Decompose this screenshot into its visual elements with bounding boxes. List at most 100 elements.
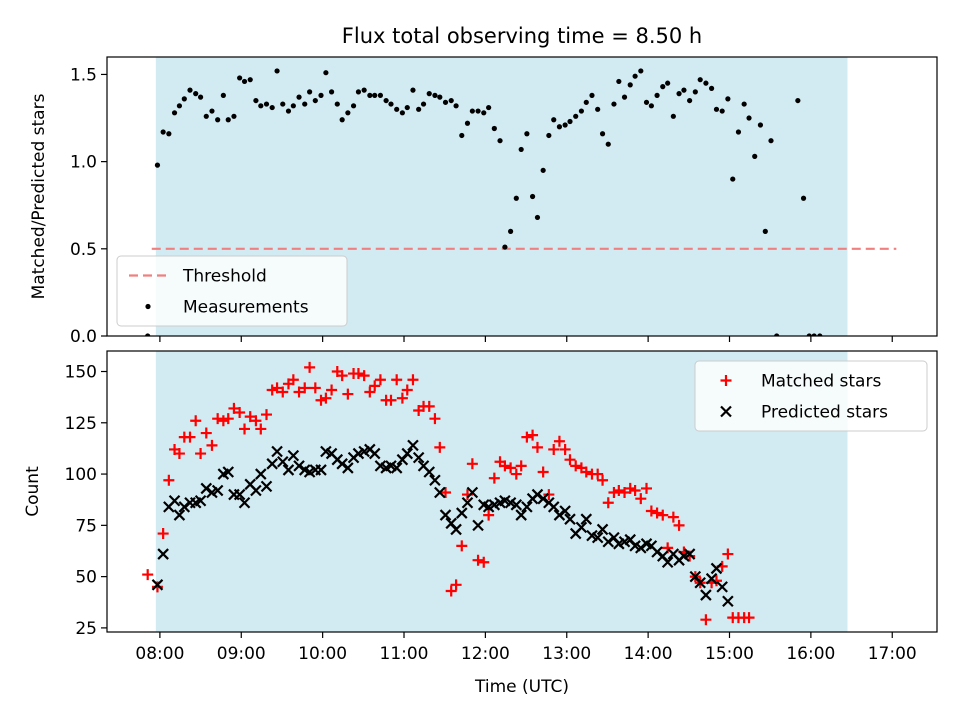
count-series-matched-stars	[142, 361, 755, 626]
count-point-0-42	[374, 374, 386, 386]
ratio-point-0-94	[660, 84, 666, 90]
ratio-point-0-1	[154, 162, 161, 168]
count-point-1-52	[434, 486, 446, 499]
ratio-point-0-112	[757, 122, 764, 128]
ratio-point-0-110	[746, 115, 752, 121]
count-ytick-label-3: 100	[65, 465, 97, 485]
ratio-point-0-80	[583, 99, 589, 105]
count-point-0-75	[553, 435, 565, 447]
count-point-0-93	[651, 507, 663, 519]
count-ytick-label-4: 125	[65, 414, 97, 434]
count-point-1-1	[157, 548, 169, 560]
count-point-1-3	[168, 494, 181, 507]
count-point-0-68	[515, 460, 527, 472]
ratio-point-0-47	[404, 104, 410, 111]
xtick-label-7: 15:00	[705, 644, 754, 664]
ratio-point-0-65	[502, 244, 508, 250]
count-legend-swatch-1	[720, 405, 732, 418]
ratio-point-0-93	[654, 92, 660, 98]
count-point-0-106	[722, 548, 734, 560]
ratio-point-0-81	[589, 92, 595, 98]
count-point-1-68	[521, 501, 533, 513]
ratio-point-0-55	[448, 97, 454, 104]
count-point-1-46	[401, 447, 414, 460]
ratio-point-0-76	[562, 122, 568, 128]
ratio-point-0-96	[670, 113, 676, 119]
count-point-0-33	[326, 384, 338, 396]
count-point-0-73	[543, 489, 555, 501]
ratio-point-0-71	[534, 214, 541, 221]
ratio-point-0-48	[410, 87, 416, 93]
ratio-point-0-16	[237, 75, 243, 81]
ratio-point-0-83	[599, 131, 606, 137]
count-point-1-73	[547, 501, 560, 513]
count-point-0-91	[641, 482, 652, 494]
chart-title: Flux total observing time = 8.50 h	[342, 24, 702, 48]
ratio-point-0-89	[632, 73, 638, 79]
ratio-point-0-2	[160, 129, 166, 135]
count-point-1-5	[178, 501, 191, 513]
count-point-0-35	[336, 370, 348, 382]
count-point-1-79	[580, 513, 593, 525]
ratio-point-0-21	[263, 101, 270, 107]
count-point-0-38	[352, 368, 364, 380]
count-point-0-30	[309, 382, 321, 394]
ratio-point-0-14	[225, 117, 231, 123]
ratio-legend-box	[116, 255, 348, 327]
count-point-1-78	[575, 521, 588, 534]
ratio-point-0-28	[302, 101, 308, 107]
count-y-axis-label: Count	[23, 466, 43, 517]
ratio-point-0-82	[595, 106, 601, 112]
count-point-0-45	[391, 374, 403, 386]
ratio-point-0-0	[145, 333, 151, 336]
count-point-0-1	[151, 581, 163, 593]
ratio-series-measurements	[145, 68, 823, 336]
ratio-point-0-59	[469, 108, 475, 114]
count-point-0-7	[184, 431, 196, 443]
ratio-point-0-62	[486, 104, 492, 111]
count-legend-label-1: Predicted stars	[761, 403, 888, 423]
ratio-point-0-7	[187, 87, 193, 93]
ratio-point-0-72	[540, 167, 546, 173]
count-point-0-56	[450, 579, 462, 591]
ratio-point-0-58	[464, 120, 471, 126]
ratio-point-0-104	[713, 106, 720, 112]
count-point-1-105	[722, 595, 734, 608]
count-point-0-84	[602, 497, 614, 509]
ratio-point-0-37	[350, 103, 357, 109]
count-point-0-5	[173, 448, 185, 460]
count-point-0-67	[510, 468, 522, 480]
ratio-point-0-3	[166, 131, 172, 137]
ratio-legend-label-1: Measurements	[183, 298, 309, 318]
ratio-point-0-109	[741, 101, 747, 107]
xtick-label-8: 16:00	[786, 644, 835, 664]
count-point-0-27	[293, 386, 305, 398]
count-point-1-67	[515, 509, 527, 521]
count-point-0-32	[320, 392, 332, 404]
ratio-point-0-90	[638, 68, 644, 74]
count-point-0-23	[271, 382, 283, 394]
ratio-point-0-4	[171, 110, 178, 116]
count-point-1-35	[342, 462, 354, 474]
count-point-0-28	[299, 382, 311, 394]
ratio-point-0-27	[296, 94, 302, 100]
ratio-point-0-23	[274, 68, 280, 74]
count-point-0-21	[260, 409, 272, 421]
ratio-point-0-119	[811, 333, 817, 336]
count-point-0-12	[212, 413, 224, 425]
ratio-point-0-26	[290, 103, 296, 109]
ratio-point-0-100	[692, 89, 698, 95]
count-ytick-label-1: 50	[75, 568, 97, 588]
count-point-0-76	[559, 443, 571, 455]
count-point-1-104	[716, 581, 728, 593]
count-point-1-58	[466, 486, 479, 499]
count-point-1-53	[439, 509, 452, 521]
count-point-1-83	[602, 535, 615, 548]
ratio-point-0-40	[367, 92, 373, 98]
ratio-point-0-20	[258, 103, 264, 109]
ratio-point-0-15	[231, 113, 237, 119]
ratio-point-0-33	[328, 89, 335, 95]
ratio-ytick-label-1: 0.5	[70, 240, 97, 260]
count-point-1-56	[456, 507, 468, 519]
count-point-1-70	[531, 488, 544, 501]
